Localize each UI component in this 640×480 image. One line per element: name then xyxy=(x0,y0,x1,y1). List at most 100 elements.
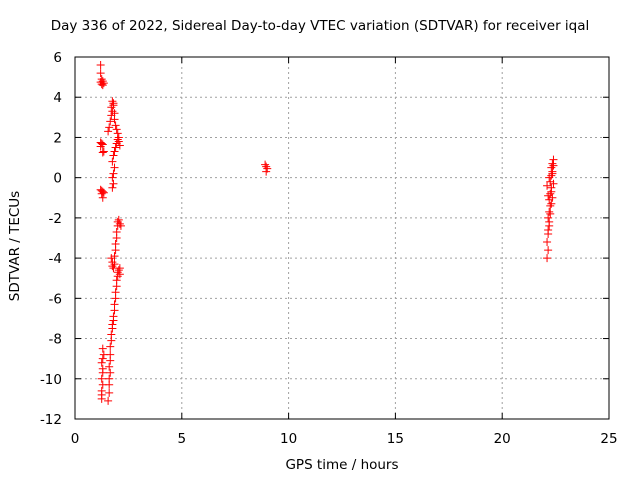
data-point xyxy=(547,171,556,180)
data-points xyxy=(96,61,558,405)
data-point xyxy=(107,111,116,120)
x-axis-label: GPS time / hours xyxy=(285,457,399,473)
plot-frame xyxy=(74,56,610,420)
y-tick-label: -2 xyxy=(49,211,62,227)
data-point xyxy=(99,79,108,88)
tick-labels: 0 5 10 15 20 25 -12 -10 -8 -6 -4 -2 0 2 4 6 xyxy=(40,50,618,447)
data-point xyxy=(105,362,114,371)
data-point xyxy=(98,368,107,377)
data-point xyxy=(106,342,115,351)
data-point xyxy=(544,191,553,200)
data-point xyxy=(108,262,117,271)
data-point xyxy=(110,115,119,124)
y-tick-label: -10 xyxy=(40,372,62,388)
x-tick-label: 10 xyxy=(280,431,297,447)
data-point xyxy=(548,169,557,178)
data-point xyxy=(110,260,119,269)
data-point xyxy=(109,101,118,110)
y-tick-label: 0 xyxy=(53,171,62,187)
data-point xyxy=(115,141,124,150)
y-tick-label: 4 xyxy=(53,90,62,106)
data-point xyxy=(106,350,115,359)
data-point xyxy=(544,213,553,222)
data-point xyxy=(113,268,122,277)
data-point xyxy=(115,219,124,228)
data-point xyxy=(546,177,555,186)
data-point xyxy=(113,217,122,226)
data-point xyxy=(545,207,554,216)
x-tick-label: 20 xyxy=(494,431,511,447)
data-point xyxy=(96,69,105,78)
data-point xyxy=(96,142,105,151)
data-point xyxy=(96,61,105,70)
data-point xyxy=(116,221,125,230)
data-point xyxy=(111,143,120,152)
data-point xyxy=(112,276,121,285)
data-point xyxy=(109,179,118,188)
y-axis-label: SDTVAR / TECUs xyxy=(7,190,23,302)
data-point xyxy=(110,252,119,261)
data-point xyxy=(261,160,270,169)
data-point xyxy=(105,374,114,383)
data-point xyxy=(98,344,107,353)
data-point xyxy=(545,195,554,204)
data-point xyxy=(547,187,556,196)
data-point xyxy=(107,330,116,339)
data-point xyxy=(97,394,106,403)
data-point xyxy=(546,209,555,218)
data-point xyxy=(548,159,557,168)
x-tick-label: 0 xyxy=(71,431,80,447)
data-point xyxy=(543,254,552,263)
data-point xyxy=(110,163,119,172)
chart-title: Day 336 of 2022, Sidereal Day-to-day VTE… xyxy=(50,18,590,34)
data-point xyxy=(543,181,552,190)
x-tick-label: 5 xyxy=(178,431,187,447)
data-point xyxy=(112,125,121,134)
y-tick-label: -12 xyxy=(40,412,62,428)
data-point xyxy=(112,227,121,236)
data-point xyxy=(543,238,552,247)
data-point xyxy=(104,396,113,405)
data-point xyxy=(114,133,123,142)
data-point xyxy=(114,266,123,275)
data-point xyxy=(97,358,106,367)
data-point xyxy=(112,139,121,148)
data-point xyxy=(110,147,119,156)
data-point xyxy=(113,129,122,138)
data-point xyxy=(262,167,271,176)
data-point xyxy=(111,121,120,130)
data-point xyxy=(549,179,558,188)
data-point xyxy=(105,388,114,397)
data-point xyxy=(114,215,123,224)
data-point xyxy=(105,123,114,132)
data-point xyxy=(115,270,124,279)
data-point xyxy=(545,173,554,182)
data-point xyxy=(97,374,106,383)
data-point xyxy=(545,217,554,226)
data-point xyxy=(108,320,117,329)
data-point xyxy=(108,107,117,116)
data-point xyxy=(97,189,106,198)
y-tick-label: 2 xyxy=(53,130,62,146)
data-point xyxy=(98,354,107,363)
data-point xyxy=(109,312,118,321)
data-point xyxy=(544,225,553,234)
data-point xyxy=(108,183,117,192)
data-point xyxy=(111,240,120,249)
data-point xyxy=(108,173,117,182)
data-point xyxy=(108,157,117,166)
axis-ticks xyxy=(74,56,610,420)
data-point xyxy=(98,148,107,157)
data-point xyxy=(108,97,117,106)
data-point xyxy=(110,300,119,309)
data-point xyxy=(98,81,107,90)
data-point xyxy=(99,147,108,156)
data-point xyxy=(549,161,558,170)
data-point xyxy=(109,264,118,273)
x-tick-label: 25 xyxy=(600,431,617,447)
data-point xyxy=(99,188,108,197)
data-point xyxy=(97,80,106,89)
data-point xyxy=(106,117,115,126)
data-point xyxy=(546,189,555,198)
